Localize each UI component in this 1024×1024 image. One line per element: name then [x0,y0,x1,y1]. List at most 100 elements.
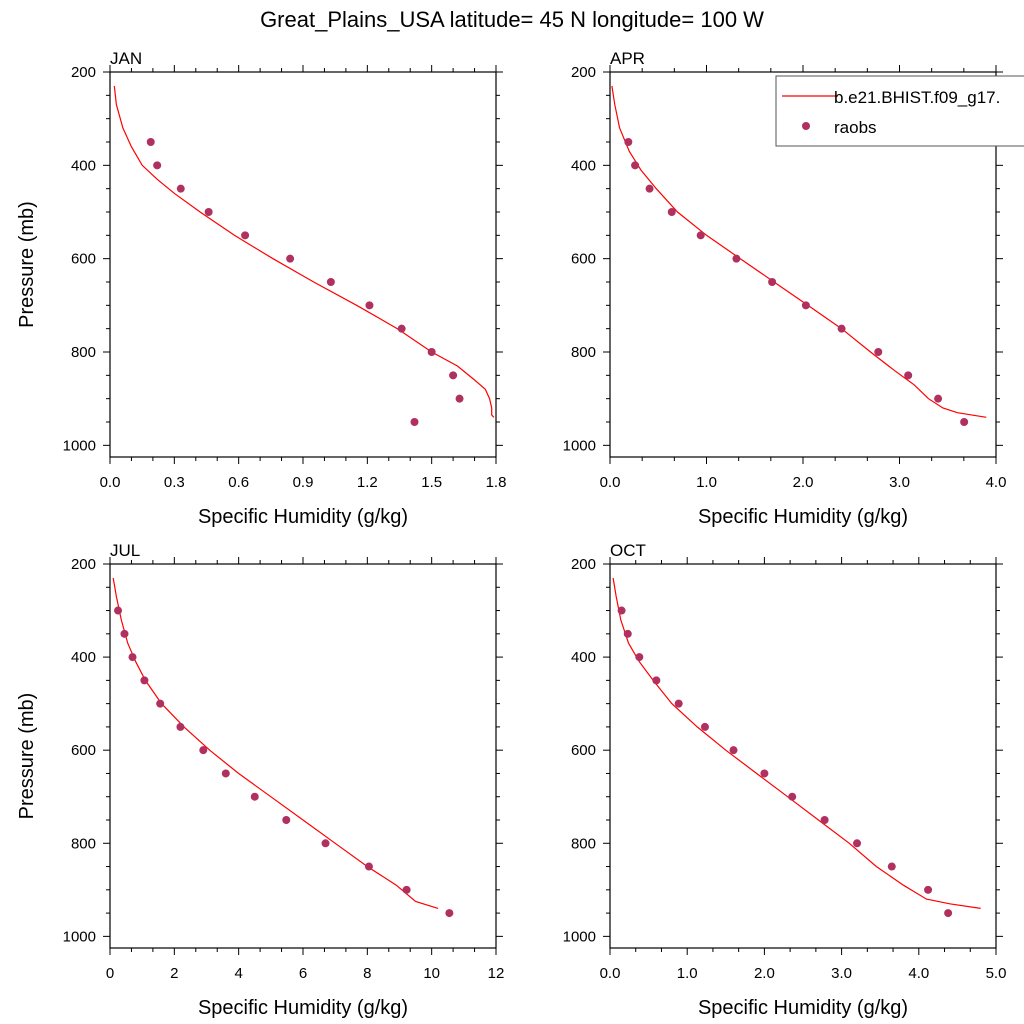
x-tick-label: 0.9 [293,474,314,491]
obs-point [402,885,411,894]
obs-point [140,676,149,685]
x-tick-label: 4.0 [986,474,1007,491]
x-tick-label: 1.5 [421,474,442,491]
y-tick-label: 600 [571,251,596,268]
y-tick-label: 200 [71,64,96,81]
x-tick-label: 0.0 [100,474,121,491]
y-tick-label: 400 [71,649,96,666]
x-tick-label: 2 [170,965,178,982]
x-tick-label: 0.0 [600,965,621,982]
x-tick-label: 8 [363,965,371,982]
obs-point [204,208,213,216]
obs-point [934,394,943,403]
y-tick-label: 800 [571,344,596,361]
x-tick-label: 0.0 [600,474,621,491]
x-tick-label: 2.0 [793,474,814,491]
y-tick-label: 800 [571,835,596,852]
obs-point [617,606,626,615]
obs-point [250,792,259,801]
obs-point [241,231,250,240]
y-tick-label: 400 [71,157,96,174]
panel-title: OCT [610,541,646,560]
y-tick-label: 200 [571,64,596,81]
obs-point [853,839,862,848]
obs-point [624,138,633,146]
y-tick-label: 200 [571,556,596,573]
model-line [113,85,495,418]
obs-point [960,418,969,426]
x-axis-label: Specific Humidity (g/kg) [198,997,408,1019]
x-tick-label: 1.2 [357,474,378,491]
x-tick-label: 5.0 [986,965,1007,982]
y-tick-label: 600 [71,742,96,759]
obs-point [286,254,295,263]
obs-point [326,278,335,286]
x-axis-label: Specific Humidity (g/kg) [698,997,908,1019]
y-axis-label: Pressure (mb) [16,693,38,820]
y-tick-label: 800 [71,835,96,852]
plot-frame [109,71,497,458]
obs-point [801,301,810,310]
y-tick-label: 800 [71,344,96,361]
y-tick-label: 1000 [63,928,96,945]
obs-point [652,676,661,685]
obs-point [120,629,129,638]
obs-point [114,606,123,615]
obs-point [449,371,458,380]
x-tick-label: 1.0 [677,965,698,982]
legend-model-label: b.e21.BHIST.f09_g17. [834,88,1000,107]
x-tick-label: 0 [106,965,114,982]
obs-point [837,324,846,333]
obs-point [760,769,769,778]
panel-apr: APR 0.0 1.0 2.0 3.0 4.0 200 400 600 800 1000 Specif… [563,49,1007,528]
obs-point [696,231,705,240]
obs-point [944,909,953,918]
obs-point [321,839,330,848]
plot-frame [109,563,497,949]
y-tick-label: 400 [571,649,596,666]
y-tick-label: 1000 [563,928,596,945]
obs-point [674,699,683,708]
obs-point [623,629,632,638]
y-tick-label: 600 [71,251,96,268]
x-tick-label: 12 [488,965,505,982]
obs-point [397,324,406,333]
panel-oct: OCT 0.0 1.0 2.0 3.0 4.0 5.0 200 400 600 800 1000 Spe… [563,541,1007,1019]
obs-point [176,722,185,731]
y-tick-label: 1000 [563,437,596,454]
obs-point [788,792,797,801]
y-tick-label: 600 [571,742,596,759]
obs-point [631,161,640,170]
x-tick-label: 2.0 [754,965,775,982]
obs-point [176,184,185,193]
x-tick-label: 3.0 [889,474,910,491]
obs-point [365,301,374,310]
obs-point [146,138,155,146]
obs-point [768,278,777,286]
obs-point [732,254,741,263]
obs-point [700,722,709,731]
legend: b.e21.BHIST.f09_g17.raobs [775,75,1024,147]
x-tick-label: 4.0 [908,965,929,982]
y-axis-label: Pressure (mb) [16,201,38,328]
obs-point [887,862,896,871]
obs-point [874,348,883,356]
panel-jan: JAN 0.0 0.3 0.6 0.9 1.2 1.5 1.8 200 400 600 800 1000… [16,49,506,528]
obs-point [445,909,454,918]
obs-point [156,699,165,708]
obs-point [924,885,933,894]
x-axis-label: Specific Humidity (g/kg) [198,506,408,528]
x-tick-label: 0.6 [228,474,249,491]
obs-point [282,816,291,824]
y-tick-label: 200 [71,556,96,573]
x-tick-label: 4 [234,965,242,982]
x-tick-label: 0.3 [164,474,185,491]
legend-box [775,75,1024,147]
legend-obs-label: raobs [834,118,877,137]
obs-point [820,816,829,824]
obs-point [410,418,419,426]
panel-title: JAN [110,49,142,68]
x-tick-label: 3.0 [831,965,852,982]
